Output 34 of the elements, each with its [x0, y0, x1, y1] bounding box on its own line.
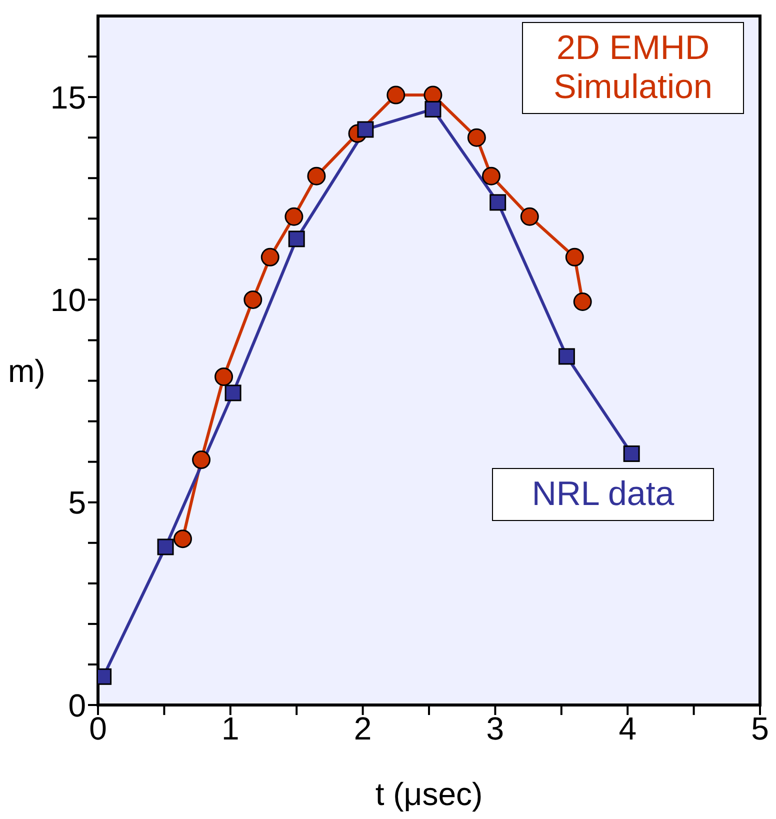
- x-tick-label: 1: [222, 710, 240, 747]
- y-tick-label: 15: [50, 79, 86, 116]
- x-tick-label: 5: [751, 710, 769, 747]
- point: [490, 194, 506, 211]
- point: [157, 538, 174, 556]
- point: [244, 290, 262, 309]
- point: [260, 248, 280, 266]
- x-axis-title: t (μsec): [375, 776, 483, 812]
- point: [284, 207, 304, 226]
- point: [357, 121, 374, 138]
- point: [482, 166, 500, 186]
- point: [214, 367, 234, 386]
- point: [467, 128, 486, 147]
- point: [386, 86, 406, 104]
- point: [288, 230, 305, 248]
- x-tick-label: 3: [486, 710, 504, 747]
- y-tick-label: 0: [68, 687, 86, 724]
- series-label: NRL data: [492, 468, 714, 522]
- point: [623, 445, 640, 462]
- point: [192, 450, 211, 470]
- x-tick-label: 4: [618, 710, 636, 747]
- point: [573, 292, 592, 311]
- text: 2D EMHD Simulation: [522, 22, 744, 114]
- point: [424, 100, 442, 118]
- point: [558, 348, 575, 365]
- point: [307, 166, 326, 186]
- point: [565, 248, 584, 266]
- y-tick-label: 10: [50, 282, 86, 318]
- x-tick-label: 2: [354, 710, 372, 747]
- y-tick-label: 5: [68, 484, 86, 521]
- point: [224, 384, 242, 402]
- y-axis-title: m): [8, 353, 46, 390]
- point: [520, 207, 539, 226]
- point: [173, 530, 192, 548]
